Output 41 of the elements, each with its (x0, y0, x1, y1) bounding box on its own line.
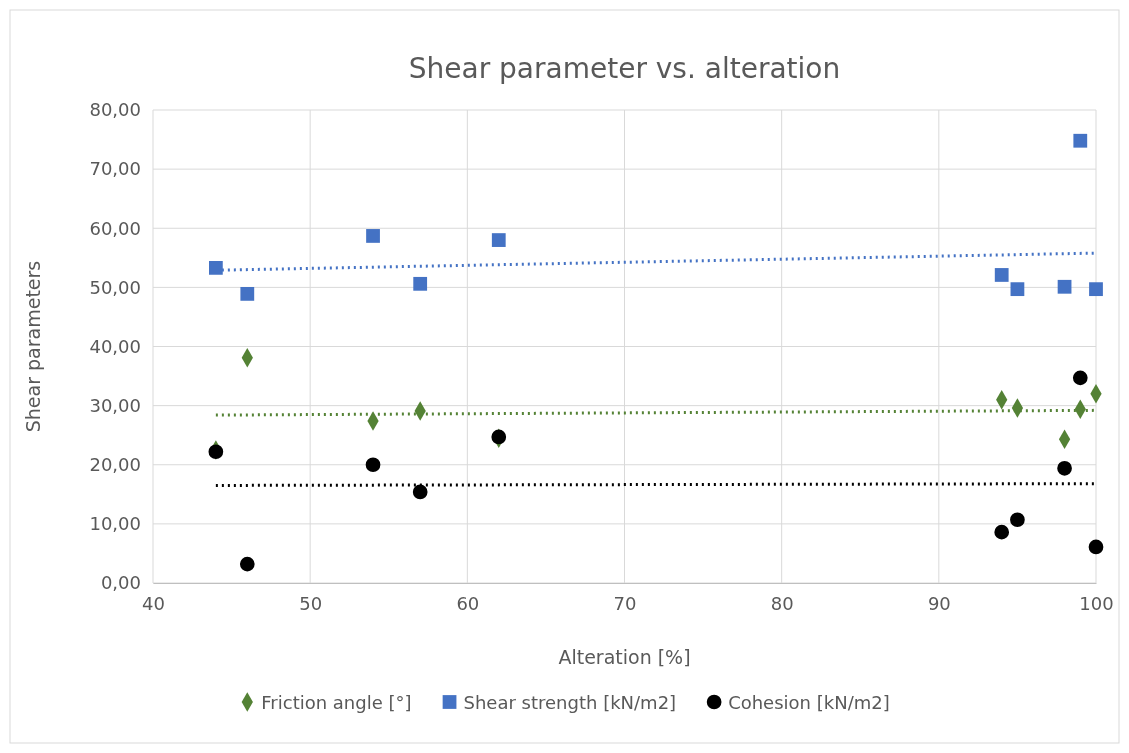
point (412, 484, 428, 500)
chart-title: Shear parameter vs. alteration (408, 52, 841, 85)
point (365, 457, 381, 473)
point (1057, 279, 1072, 294)
x-tick-label: 50 (299, 592, 323, 614)
x-tick-label: 70 (613, 592, 637, 614)
x-tick-label: 100 (1079, 592, 1114, 614)
legend-label: Cohesion [kN/m2] (728, 692, 890, 713)
point (1010, 512, 1025, 528)
point (994, 524, 1010, 540)
point (1073, 133, 1088, 148)
point (208, 260, 223, 275)
y-tick-label: 10,00 (89, 513, 141, 535)
y-tick-label: 40,00 (89, 335, 141, 357)
point (1089, 282, 1103, 297)
x-tick-label: 40 (142, 592, 165, 614)
y-tick-label: 20,00 (89, 454, 141, 476)
point (491, 233, 506, 247)
point (994, 268, 1009, 282)
point (1010, 282, 1025, 297)
point (366, 229, 380, 243)
x-tick-label: 60 (456, 592, 480, 614)
y-tick-label: 50,00 (89, 276, 141, 298)
point (208, 444, 224, 460)
y-tick-label: 80,00 (89, 99, 141, 121)
point (1088, 539, 1104, 555)
point (239, 556, 255, 572)
x-axis-title: Alteration [%] (558, 646, 691, 668)
y-tick-label: 0,00 (100, 572, 141, 594)
y-tick-label: 60,00 (89, 217, 141, 239)
y-tick-label: 70,00 (89, 158, 141, 180)
y-tick-label: 30,00 (89, 394, 141, 416)
x-tick-label: 80 (770, 592, 794, 614)
x-tick-label: 90 (927, 592, 951, 614)
legend-label: Friction angle [°] (261, 692, 412, 713)
legend-label: Shear strength [kN/m2] (463, 692, 677, 713)
point (1057, 460, 1072, 476)
point (240, 286, 255, 301)
point (1072, 370, 1088, 386)
point (413, 276, 428, 291)
y-axis-title: Shear parameters (22, 260, 44, 433)
